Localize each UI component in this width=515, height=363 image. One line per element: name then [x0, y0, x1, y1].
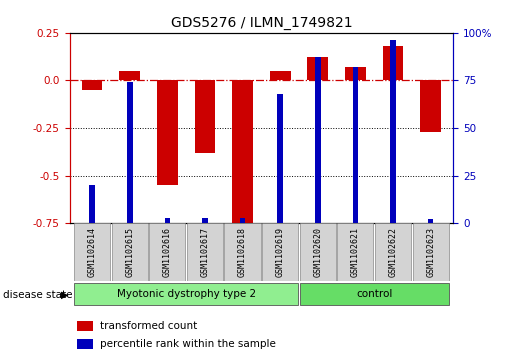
Bar	[300, 282, 449, 306]
Bar	[345, 67, 366, 80]
Text: GSM1102619: GSM1102619	[276, 227, 285, 277]
Bar	[315, 57, 321, 223]
Bar	[82, 80, 102, 90]
Bar	[278, 94, 283, 223]
Bar	[307, 57, 328, 80]
Bar	[157, 80, 178, 185]
Bar	[428, 219, 434, 223]
Bar	[225, 223, 261, 281]
Bar	[77, 321, 93, 331]
Title: GDS5276 / ILMN_1749821: GDS5276 / ILMN_1749821	[170, 16, 352, 30]
Bar	[390, 40, 396, 223]
Bar	[89, 185, 95, 223]
Bar	[195, 80, 215, 153]
Text: percentile rank within the sample: percentile rank within the sample	[100, 339, 276, 349]
Text: Myotonic dystrophy type 2: Myotonic dystrophy type 2	[116, 289, 255, 298]
Text: GSM1102617: GSM1102617	[200, 227, 210, 277]
Bar	[270, 71, 290, 80]
Bar	[149, 223, 185, 281]
Text: GSM1102621: GSM1102621	[351, 227, 360, 277]
Bar	[375, 223, 411, 281]
Bar	[353, 67, 358, 223]
Bar	[420, 80, 441, 132]
Bar	[164, 217, 170, 223]
Text: disease state: disease state	[3, 290, 72, 300]
Bar	[187, 223, 223, 281]
Bar	[119, 71, 140, 80]
Bar	[74, 223, 110, 281]
Bar	[383, 46, 403, 80]
Bar	[240, 217, 245, 223]
Bar	[127, 82, 132, 223]
Bar	[77, 339, 93, 349]
Text: ▶: ▶	[61, 290, 68, 300]
Text: GSM1102615: GSM1102615	[125, 227, 134, 277]
Text: GSM1102620: GSM1102620	[313, 227, 322, 277]
Text: GSM1102618: GSM1102618	[238, 227, 247, 277]
Text: control: control	[356, 289, 392, 298]
Bar	[413, 223, 449, 281]
Bar	[300, 223, 336, 281]
Bar	[337, 223, 373, 281]
Text: GSM1102614: GSM1102614	[88, 227, 97, 277]
Bar	[202, 217, 208, 223]
Text: GSM1102623: GSM1102623	[426, 227, 435, 277]
Bar	[74, 282, 298, 306]
Text: GSM1102616: GSM1102616	[163, 227, 172, 277]
Text: transformed count: transformed count	[100, 321, 197, 331]
Bar	[262, 223, 298, 281]
Text: GSM1102622: GSM1102622	[388, 227, 398, 277]
Bar	[112, 223, 148, 281]
Bar	[232, 80, 253, 223]
